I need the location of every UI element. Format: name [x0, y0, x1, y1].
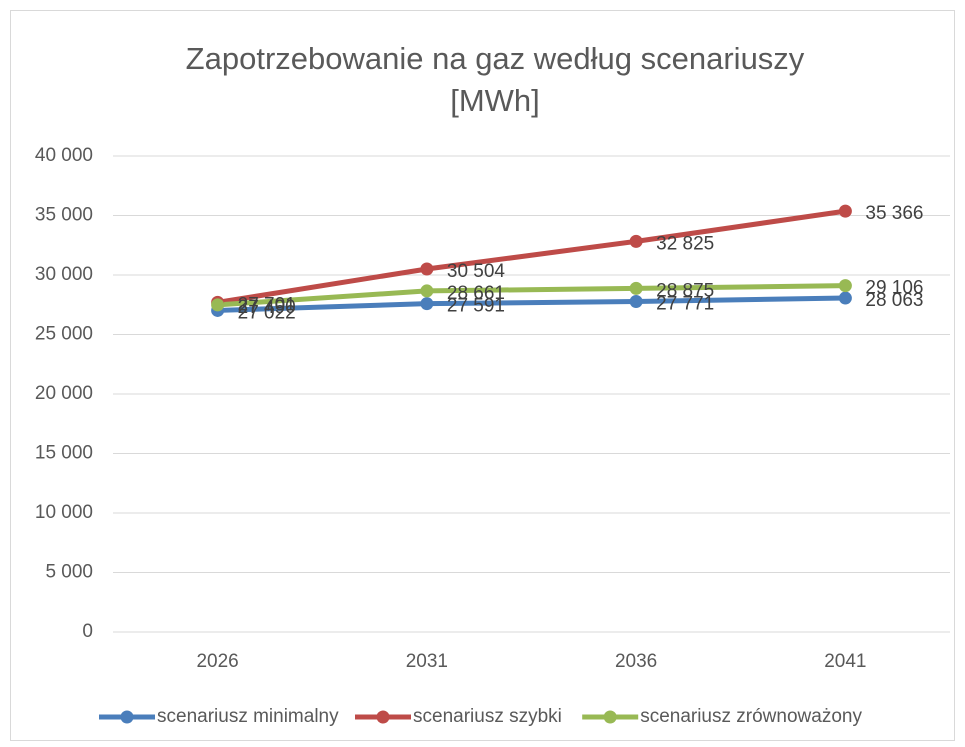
data-label: 27 490	[238, 297, 296, 318]
legend-marker	[603, 710, 617, 724]
y-tick-label: 30 000	[35, 264, 93, 285]
data-label: 28 661	[447, 283, 505, 304]
series-line	[215, 295, 848, 313]
chart-title: Zapotrzebowanie na gaz według scenariusz…	[185, 41, 805, 118]
series-line	[215, 283, 848, 308]
chart-frame	[10, 10, 955, 741]
y-tick-label: 40 000	[35, 145, 93, 166]
data-point	[629, 281, 643, 295]
x-tick-label: 2041	[824, 651, 866, 672]
data-label: 30 504	[447, 261, 506, 282]
legend-label: scenariusz minimalny	[157, 706, 339, 727]
y-tick-label: 35 000	[35, 205, 93, 226]
data-point	[420, 262, 434, 276]
legend-label: scenariusz zrównoważony	[640, 706, 862, 727]
data-point	[629, 295, 643, 309]
y-tick-label: 15 000	[35, 443, 93, 464]
data-point	[420, 297, 434, 311]
data-label: 28 063	[865, 290, 923, 311]
data-point	[838, 279, 852, 293]
data-point	[211, 298, 225, 312]
y-tick-label: 5 000	[45, 562, 93, 583]
data-point	[838, 291, 852, 305]
data-label: 29 106	[865, 278, 923, 299]
y-tick-label: 25 000	[35, 324, 93, 345]
data-point	[420, 284, 434, 298]
x-tick-label: 2031	[406, 651, 448, 672]
data-label: 27 701	[238, 294, 296, 315]
data-point	[629, 234, 643, 248]
x-tick-label: 2036	[615, 651, 657, 672]
data-point	[838, 204, 852, 218]
legend-label: scenariusz szybki	[413, 706, 562, 727]
y-tick-label: 0	[82, 621, 93, 642]
data-label: 28 875	[656, 280, 714, 301]
legend-marker	[120, 710, 134, 724]
legend-marker	[376, 710, 390, 724]
data-label: 32 825	[656, 233, 714, 254]
data-label: 27 771	[656, 294, 714, 315]
y-tick-label: 10 000	[35, 502, 93, 523]
data-label: 35 366	[865, 203, 923, 224]
series-line	[215, 208, 848, 305]
y-tick-label: 20 000	[35, 383, 93, 404]
data-label: 27 022	[238, 302, 296, 323]
x-tick-label: 2026	[196, 651, 238, 672]
data-label: 27 591	[447, 296, 505, 317]
